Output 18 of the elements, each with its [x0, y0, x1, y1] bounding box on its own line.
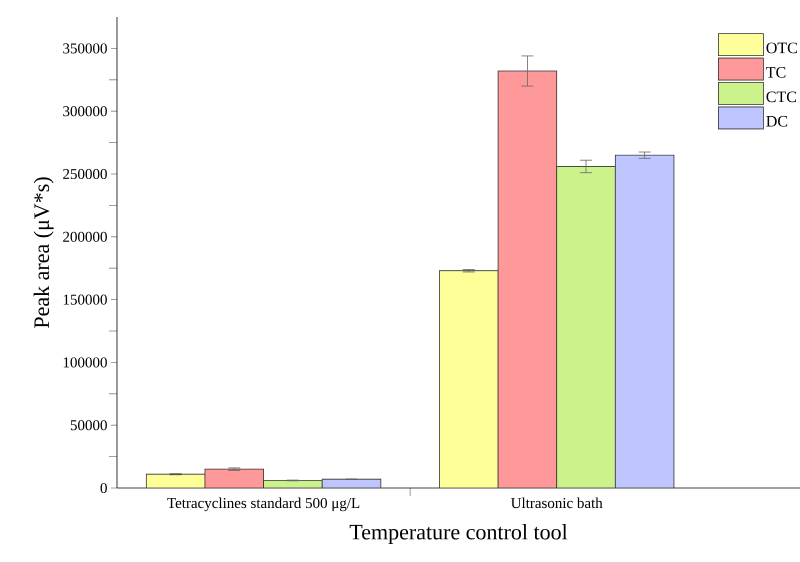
y-tick-label: 150000	[64, 294, 107, 305]
bar	[498, 70, 558, 488]
bar	[204, 468, 264, 488]
y-tick-label: 350000	[63, 43, 107, 54]
y-tick-label: 100000	[64, 357, 107, 368]
y-tick-label: 0	[100, 482, 107, 494]
x-tick-label: Tetracyclines standard 500 μg/L	[167, 498, 360, 512]
y-tick-label: 50000	[70, 420, 107, 430]
legend-label: CTC	[766, 91, 796, 102]
legend-label: DC	[766, 116, 788, 127]
legend-label: TC	[766, 67, 786, 78]
y-tick-label: 250000	[63, 168, 107, 180]
y-tick-label: 300000	[63, 106, 107, 116]
legend-label: OTC	[766, 42, 797, 54]
y-tick-label: 200000	[63, 232, 107, 242]
y-axis-title: Peak area (μV*s)	[34, 177, 54, 328]
x-axis-title: Temperature control tool	[350, 524, 568, 544]
x-tick-label: Ultrasonic bath	[510, 498, 603, 508]
